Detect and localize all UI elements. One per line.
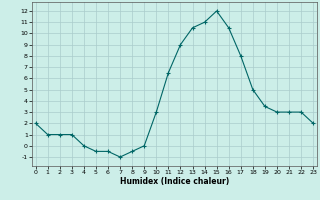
X-axis label: Humidex (Indice chaleur): Humidex (Indice chaleur) [120,177,229,186]
